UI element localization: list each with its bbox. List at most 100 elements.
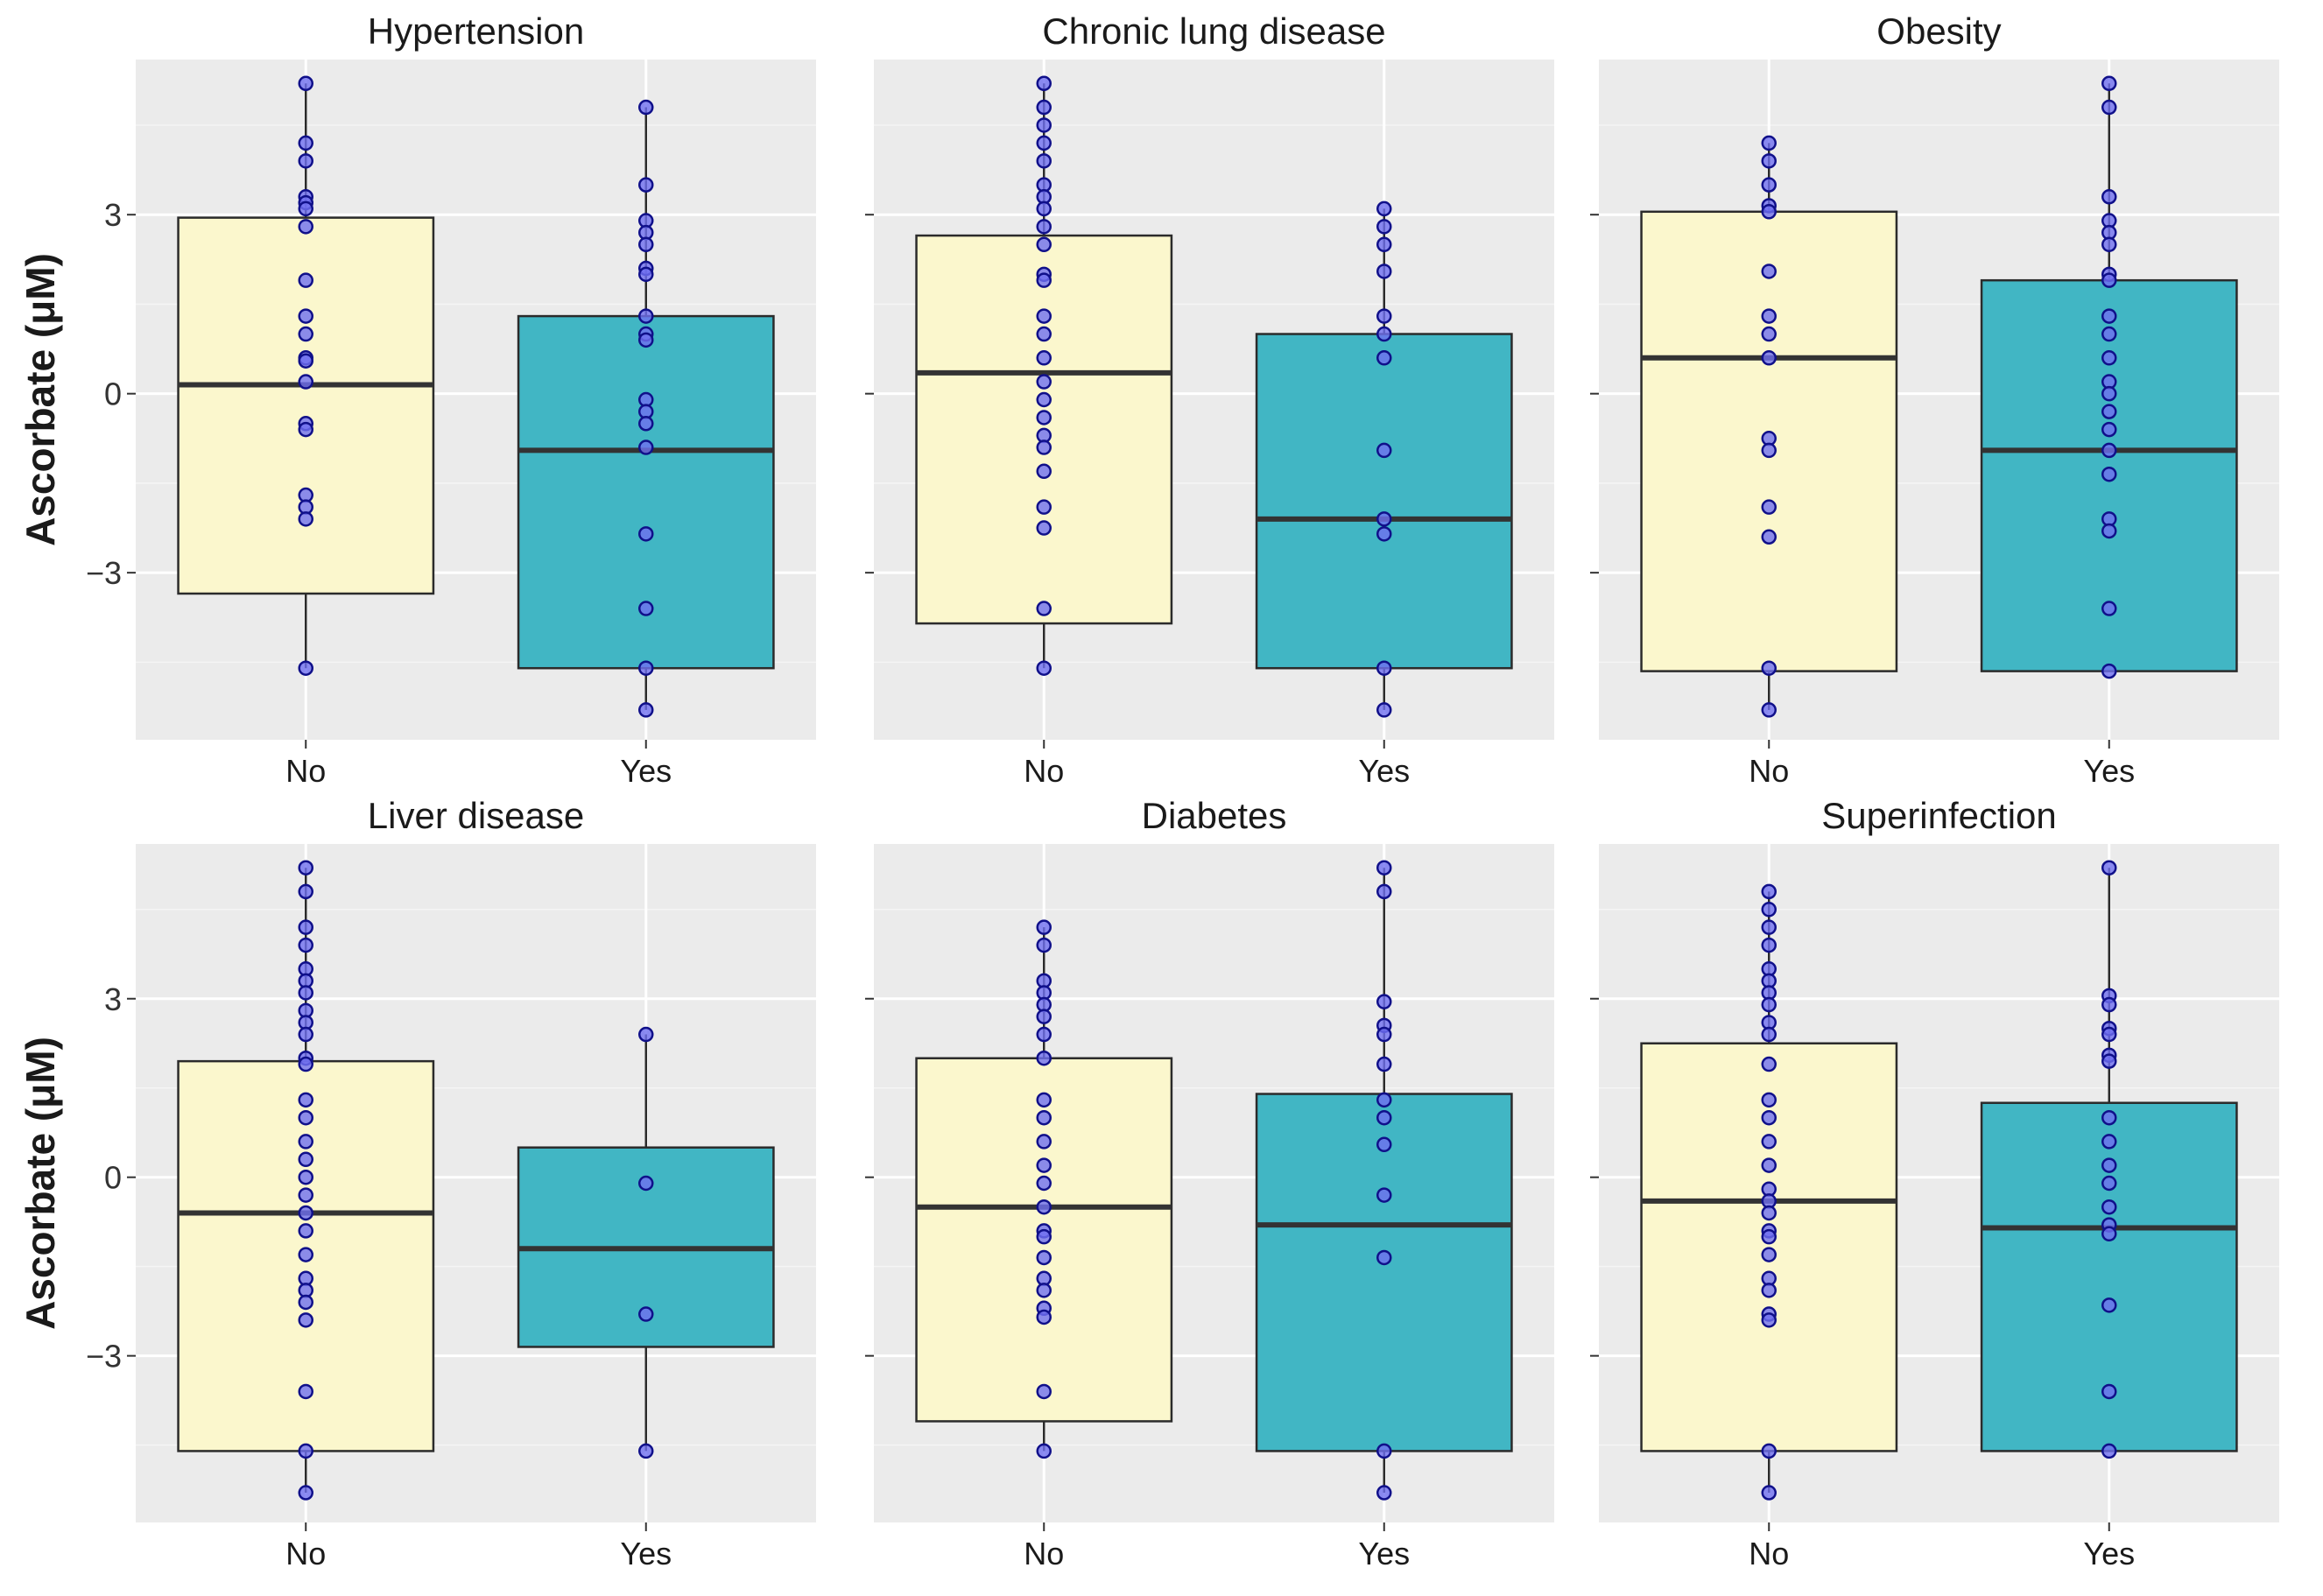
data-point	[2101, 523, 2117, 539]
box-yes	[1980, 860, 2238, 1459]
data-point	[1761, 1228, 1777, 1245]
data-point	[298, 860, 313, 875]
y-tick-label: 0	[104, 376, 122, 412]
data-point	[1376, 200, 1392, 217]
data-point	[2101, 350, 2117, 366]
box-no	[915, 919, 1173, 1459]
data-point	[1761, 442, 1777, 459]
data-point	[638, 660, 654, 676]
data-point	[2101, 466, 2117, 482]
panel-title: Obesity	[1876, 11, 2001, 52]
box-body	[1255, 1093, 1513, 1452]
data-point	[1761, 902, 1777, 918]
box-body	[1255, 333, 1513, 670]
data-point	[1036, 1249, 1052, 1266]
data-point	[298, 1109, 313, 1126]
data-point	[1036, 601, 1052, 616]
data-point	[1036, 439, 1052, 455]
data-point	[638, 702, 654, 718]
data-point	[638, 1175, 654, 1192]
data-point	[2101, 326, 2117, 342]
data-point	[298, 135, 313, 151]
data-point	[1376, 1056, 1392, 1072]
box-no	[177, 860, 435, 1501]
data-point	[638, 99, 654, 116]
data-point	[2101, 1199, 2117, 1215]
data-point	[2101, 404, 2117, 419]
data-point	[1036, 1383, 1052, 1400]
data-point	[2101, 236, 2117, 253]
data-point	[1761, 1247, 1777, 1262]
box-yes	[517, 1026, 775, 1459]
data-point	[298, 985, 313, 1001]
data-point	[1761, 702, 1777, 718]
box-yes	[1255, 200, 1513, 718]
data-point	[1036, 236, 1052, 253]
data-point	[2101, 272, 2117, 288]
data-point	[1036, 1109, 1052, 1126]
data-point	[2101, 421, 2117, 438]
panel-chronic-lung-disease: No Yes Chronic lung disease	[865, 11, 1554, 789]
data-point	[1036, 1050, 1052, 1066]
x-tick-label: Yes	[1358, 753, 1410, 789]
data-point	[2101, 1026, 2117, 1043]
data-point	[1761, 1312, 1777, 1328]
data-point	[1376, 236, 1392, 253]
data-point	[1376, 1249, 1392, 1266]
data-point	[2101, 99, 2117, 116]
data-point	[638, 236, 654, 253]
data-point	[1761, 1157, 1777, 1173]
data-point	[1036, 1283, 1052, 1298]
data-point	[298, 326, 313, 342]
data-point	[638, 1026, 654, 1043]
data-point	[298, 1151, 313, 1168]
data-point	[1036, 117, 1052, 133]
box-no	[1640, 883, 1898, 1501]
panel-liver-disease: −3 0 3 No Yes Liver disease	[86, 795, 816, 1571]
data-point	[298, 1205, 313, 1221]
panel-hypertension: −3 0 3 No Yes Hypertension	[86, 11, 816, 789]
x-tick-label: No	[1024, 1536, 1064, 1571]
data-point	[2101, 860, 2117, 875]
data-point	[1376, 219, 1392, 235]
data-point	[1036, 99, 1052, 116]
panel-title: Chronic lung disease	[1042, 11, 1385, 52]
data-point	[1036, 937, 1052, 953]
data-point	[1376, 511, 1392, 527]
data-point	[1376, 326, 1392, 342]
data-point	[1761, 308, 1777, 324]
data-point	[1761, 1205, 1777, 1221]
data-point	[1761, 153, 1777, 169]
data-point	[1376, 1187, 1392, 1203]
data-point	[298, 153, 313, 169]
data-point	[1036, 919, 1052, 935]
y-tick-label: −3	[86, 1339, 122, 1375]
data-point	[1036, 1228, 1052, 1245]
data-point	[638, 1306, 654, 1322]
data-point	[1761, 1026, 1777, 1043]
data-point	[2101, 1383, 2117, 1400]
data-point	[1761, 135, 1777, 151]
data-point	[298, 219, 313, 235]
data-point	[1376, 308, 1392, 324]
data-point	[1036, 463, 1052, 480]
data-point	[1036, 326, 1052, 342]
data-point	[638, 266, 654, 283]
panel-diabetes: No Yes Diabetes	[865, 795, 1554, 1571]
data-point	[2101, 1053, 2117, 1069]
y-tick-label: −3	[86, 555, 122, 591]
data-point	[2101, 75, 2117, 92]
data-point	[298, 919, 313, 935]
data-point	[1761, 264, 1777, 279]
data-point	[298, 1092, 313, 1108]
data-point	[2101, 1226, 2117, 1242]
data-point	[1761, 326, 1777, 342]
data-point	[1376, 264, 1392, 279]
data-point	[2101, 1134, 2117, 1150]
data-point	[1376, 1026, 1392, 1043]
data-point	[638, 526, 654, 542]
data-point	[1036, 391, 1052, 408]
data-point	[2101, 189, 2117, 205]
data-point	[298, 75, 313, 92]
